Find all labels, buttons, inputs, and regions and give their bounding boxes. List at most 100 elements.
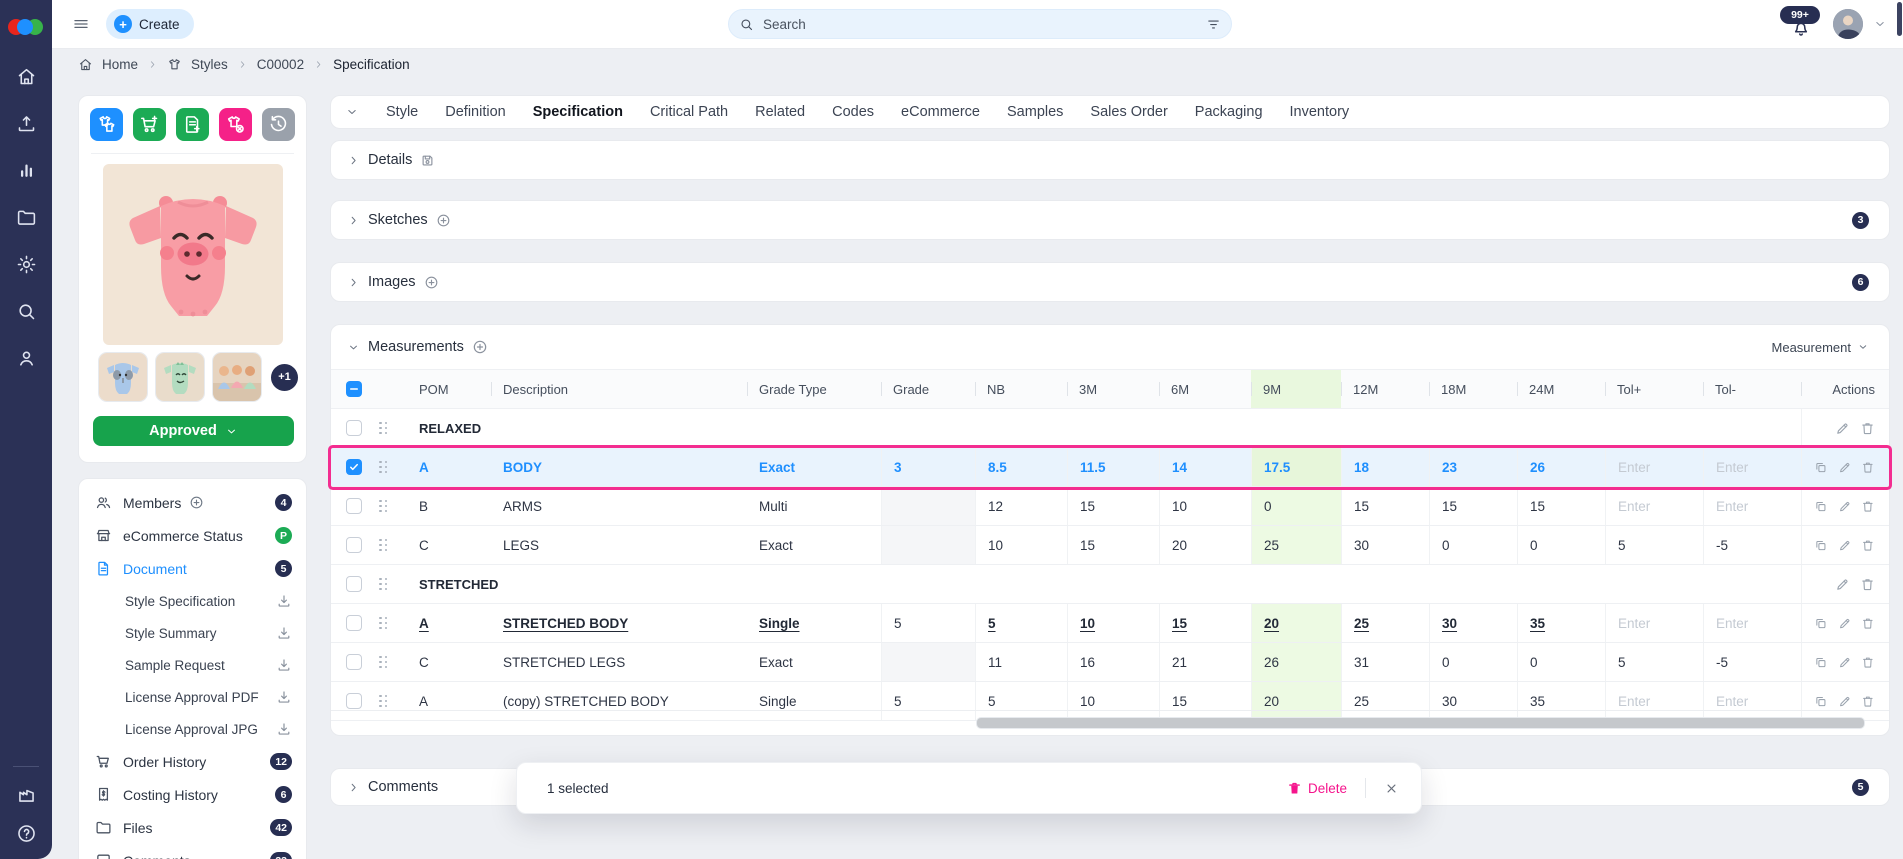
cell-size-6m[interactable]: 15 [1159, 682, 1251, 720]
rail-item-settings[interactable] [16, 254, 37, 280]
chevron-right-icon[interactable] [347, 154, 360, 167]
cell-tol-minus[interactable]: Enter [1703, 448, 1801, 486]
cell-tol-plus[interactable]: 5 [1605, 526, 1703, 564]
cell-size-12m[interactable]: 25 [1341, 604, 1429, 642]
search-bar[interactable] [728, 9, 1232, 39]
menu-subitem-license-approval-jpg[interactable]: License Approval JPG [79, 713, 306, 745]
cell-size-24m[interactable]: 0 [1517, 526, 1605, 564]
cell-size-3m[interactable]: 10 [1067, 604, 1159, 642]
chevron-right-icon[interactable] [347, 781, 360, 794]
cell-size-nb[interactable]: 8.5 [975, 448, 1067, 486]
cell-tol-minus[interactable]: -5 [1703, 526, 1801, 564]
row-checkbox[interactable] [346, 537, 362, 553]
menu-subitem-license-approval-pdf[interactable]: License Approval PDF [79, 681, 306, 713]
cell-size-9m[interactable]: 0 [1251, 487, 1341, 525]
cell-size-24m[interactable]: 26 [1517, 448, 1605, 486]
row-checkbox[interactable] [346, 576, 362, 592]
drag-handle-icon[interactable] [379, 616, 388, 630]
copy-icon[interactable] [1814, 499, 1828, 514]
remove-style-button[interactable] [219, 108, 252, 141]
menu-item-ecommerce-status[interactable]: eCommerce Status P [79, 519, 306, 552]
measurement-view-selector[interactable]: Measurement [1772, 340, 1869, 355]
thumbnail-babies-photo[interactable] [212, 352, 262, 402]
chevron-right-icon[interactable] [347, 214, 360, 227]
chevron-right-icon[interactable] [347, 276, 360, 289]
style-copy-button[interactable] [90, 108, 123, 141]
menu-subitem-style-specification[interactable]: Style Specification [79, 585, 306, 617]
add-costing-button[interactable] [176, 108, 209, 141]
cell-size-18m[interactable]: 0 [1429, 643, 1517, 681]
cell-size-18m[interactable]: 15 [1429, 487, 1517, 525]
copy-icon[interactable] [1814, 460, 1828, 475]
filter-icon[interactable] [1206, 17, 1221, 32]
tab-style[interactable]: Style [386, 104, 419, 120]
tab-samples[interactable]: Samples [1007, 104, 1064, 120]
edit-icon[interactable] [1838, 655, 1852, 670]
cell-grade[interactable]: 5 [881, 682, 975, 720]
download-icon[interactable] [276, 625, 292, 641]
cell-size-9m[interactable]: 25 [1251, 526, 1341, 564]
download-icon[interactable] [276, 657, 292, 673]
drag-handle-icon[interactable] [379, 421, 388, 435]
cell-size-6m[interactable]: 14 [1159, 448, 1251, 486]
add-sketch-icon[interactable] [436, 213, 451, 228]
drag-handle-icon[interactable] [379, 694, 388, 708]
rail-item-factory[interactable] [16, 784, 37, 810]
cell-size-12m[interactable]: 30 [1341, 526, 1429, 564]
delete-icon[interactable] [1860, 421, 1875, 436]
cell-size-9m[interactable]: 20 [1251, 604, 1341, 642]
cell-tol-minus[interactable]: Enter [1703, 682, 1801, 720]
cell-size-12m[interactable]: 15 [1341, 487, 1429, 525]
cell-grade[interactable] [881, 526, 975, 564]
rail-item-home[interactable] [16, 66, 37, 92]
rail-item-help[interactable] [16, 823, 37, 849]
add-image-icon[interactable] [424, 275, 439, 290]
drag-handle-icon[interactable] [379, 499, 388, 513]
thumbnail-elephant-onesie[interactable] [98, 352, 148, 402]
cell-size-3m[interactable]: 10 [1067, 682, 1159, 720]
add-member-icon[interactable] [189, 495, 204, 510]
rail-item-analytics[interactable] [16, 160, 37, 186]
tab-related[interactable]: Related [755, 104, 806, 120]
history-button[interactable] [262, 108, 295, 141]
cell-tol-minus[interactable]: Enter [1703, 604, 1801, 642]
more-thumbnails-badge[interactable]: +1 [271, 363, 298, 391]
cell-size-nb[interactable]: 12 [975, 487, 1067, 525]
cell-tol-plus[interactable]: Enter [1605, 604, 1703, 642]
cell-grade[interactable]: 3 [881, 448, 975, 486]
delete-icon[interactable] [1861, 694, 1875, 709]
close-icon[interactable] [1384, 781, 1399, 796]
rail-item-upload[interactable] [16, 113, 37, 139]
download-icon[interactable] [276, 593, 292, 609]
row-checkbox[interactable] [346, 381, 362, 397]
row-checkbox[interactable] [346, 654, 362, 670]
breadcrumb-item-styles[interactable]: Styles [191, 57, 228, 72]
avatar[interactable] [1833, 9, 1863, 39]
add-measurement-icon[interactable] [472, 339, 488, 355]
drag-handle-icon[interactable] [379, 577, 388, 591]
rail-item-folder[interactable] [16, 207, 37, 233]
copy-icon[interactable] [1814, 655, 1828, 670]
create-button[interactable]: + Create [106, 9, 194, 39]
cell-size-3m[interactable]: 15 [1067, 487, 1159, 525]
copy-icon[interactable] [1814, 538, 1828, 553]
tab-inventory[interactable]: Inventory [1289, 104, 1350, 120]
edit-icon[interactable] [1835, 577, 1850, 592]
edit-icon[interactable] [1835, 421, 1850, 436]
edit-icon[interactable] [1838, 499, 1852, 514]
cell-tol-plus[interactable]: Enter [1605, 682, 1703, 720]
tab-definition[interactable]: Definition [445, 104, 506, 120]
row-checkbox[interactable] [346, 459, 362, 475]
cell-tol-plus[interactable]: Enter [1605, 487, 1703, 525]
menu-item-comments[interactable]: Comments 33 [79, 844, 306, 859]
edit-icon[interactable] [1838, 538, 1852, 553]
hamburger-menu-icon[interactable] [72, 15, 90, 33]
status-approved-button[interactable]: Approved [93, 416, 294, 446]
cell-size-24m[interactable]: 15 [1517, 487, 1605, 525]
cell-size-nb[interactable]: 11 [975, 643, 1067, 681]
cell-tol-minus[interactable]: -5 [1703, 643, 1801, 681]
cell-size-18m[interactable]: 23 [1429, 448, 1517, 486]
notifications-button[interactable]: 99+ [1779, 6, 1823, 42]
cell-size-12m[interactable]: 25 [1341, 682, 1429, 720]
cell-size-9m[interactable]: 26 [1251, 643, 1341, 681]
